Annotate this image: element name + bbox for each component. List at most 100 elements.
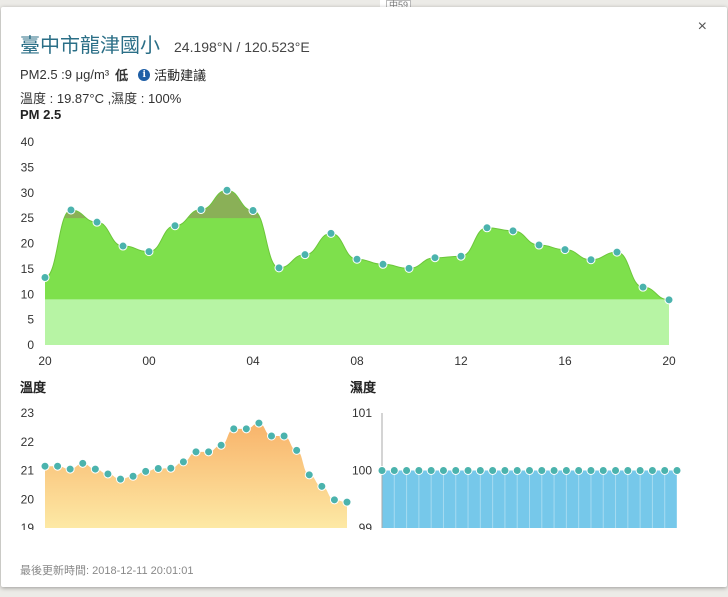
data-point <box>267 431 276 441</box>
data-point <box>574 466 584 475</box>
data-point <box>329 495 339 505</box>
data-point <box>402 466 412 475</box>
data-point <box>229 424 239 434</box>
data-point <box>304 470 314 480</box>
data-point <box>241 424 251 434</box>
low-concentration-band <box>45 299 669 345</box>
y-tick-label: 101 <box>352 406 372 420</box>
data-point <box>414 466 424 475</box>
data-point <box>92 217 102 227</box>
data-point <box>660 466 670 475</box>
last-updated-label: 最後更新時間: <box>20 565 90 577</box>
data-point <box>664 295 674 305</box>
station-name: 臺中市龍津國小 <box>20 35 160 57</box>
data-point <box>598 466 608 475</box>
x-tick-label: 04 <box>246 354 260 367</box>
y-tick-label: 21 <box>21 464 35 478</box>
x-tick-label: 00 <box>142 354 156 367</box>
data-point <box>500 466 510 475</box>
data-point <box>141 466 151 476</box>
data-point <box>116 474 125 484</box>
data-point <box>248 206 258 216</box>
y-tick-label: 40 <box>21 135 35 149</box>
temperature-humidity-reading: 溫度 : 19.87°C ,濕度 : 100% <box>20 91 182 106</box>
temperature-chart-title: 溫度 <box>20 380 47 395</box>
data-point <box>525 466 534 475</box>
data-point <box>118 241 128 251</box>
data-point <box>549 466 559 475</box>
data-point <box>389 466 399 475</box>
data-point <box>191 447 201 457</box>
info-icon[interactable]: i <box>138 68 151 81</box>
data-point <box>586 255 596 265</box>
data-point <box>586 466 596 475</box>
humidity-chart: 99 100 101 <box>352 406 682 530</box>
y-tick-label: 20 <box>21 237 35 251</box>
data-point <box>166 463 176 473</box>
pm25-summary: PM2.5 :9 μg/m³ 低 i 活動建議 <box>20 65 206 84</box>
series-area <box>45 423 347 528</box>
data-point <box>534 240 544 250</box>
activity-advice-link[interactable]: 活動建議 <box>154 68 207 83</box>
pm25-level: 低 <box>115 68 129 83</box>
data-point <box>430 253 440 263</box>
data-point <box>456 251 466 261</box>
pm25-reading: PM2.5 :9 μg/m³ <box>20 67 110 82</box>
data-point <box>317 481 327 491</box>
y-tick-label: 20 <box>21 492 35 506</box>
close-icon[interactable]: × <box>697 18 707 35</box>
series-area <box>382 470 677 528</box>
y-tick-label: 5 <box>27 313 34 327</box>
data-point <box>638 282 648 292</box>
data-point <box>65 464 75 474</box>
data-point <box>292 445 302 455</box>
data-point <box>463 466 473 475</box>
station-popup: × 臺中市龍津國小 24.198°N / 120.523°E PM2.5 :9 … <box>1 7 727 587</box>
data-point <box>451 466 461 475</box>
data-point <box>377 466 387 475</box>
data-point <box>216 440 226 450</box>
y-tick-label: 100 <box>352 464 372 478</box>
last-updated-value: 2018-12-11 20:01:01 <box>92 565 194 577</box>
data-point <box>170 221 180 231</box>
y-tick-label: 10 <box>21 287 35 301</box>
data-point <box>672 466 682 475</box>
data-point <box>378 259 388 269</box>
data-point <box>204 447 214 457</box>
x-tick-label: 20 <box>662 354 676 367</box>
temperature-chart: 19 20 21 22 23 <box>21 406 352 530</box>
data-point <box>561 466 571 475</box>
data-point <box>488 466 498 475</box>
last-updated: 最後更新時間: 2018-12-11 20:01:01 <box>20 562 193 578</box>
data-point <box>647 466 657 475</box>
data-point <box>53 461 63 471</box>
data-point <box>222 185 232 195</box>
x-tick-label: 16 <box>558 354 572 367</box>
high-concentration-band <box>45 190 669 219</box>
title-row: 臺中市龍津國小 24.198°N / 120.523°E <box>20 29 310 58</box>
humidity-chart-title: 濕度 <box>350 380 377 395</box>
data-point <box>404 263 414 273</box>
y-tick-label: 22 <box>21 435 35 449</box>
data-point <box>482 223 492 233</box>
data-point <box>342 497 352 507</box>
pm25-chart: 0 5 10 15 20 25 30 35 40 20 00 04 08 12 16 20 <box>21 135 676 367</box>
data-point <box>623 466 633 475</box>
data-point <box>196 204 206 214</box>
x-tick-label: 20 <box>38 354 52 367</box>
data-point <box>611 466 621 475</box>
y-tick-label: 99 <box>359 521 373 530</box>
data-point <box>635 466 645 475</box>
y-tick-label: 25 <box>21 211 35 225</box>
data-point <box>78 458 88 468</box>
data-point <box>40 461 50 471</box>
y-tick-label: 15 <box>21 262 35 276</box>
y-tick-label: 35 <box>21 160 35 174</box>
data-point <box>612 247 622 257</box>
data-point <box>438 466 448 475</box>
data-point <box>153 463 163 473</box>
data-point <box>144 247 154 257</box>
data-point <box>103 469 113 479</box>
x-tick-label: 12 <box>454 354 468 367</box>
data-point <box>512 466 522 475</box>
